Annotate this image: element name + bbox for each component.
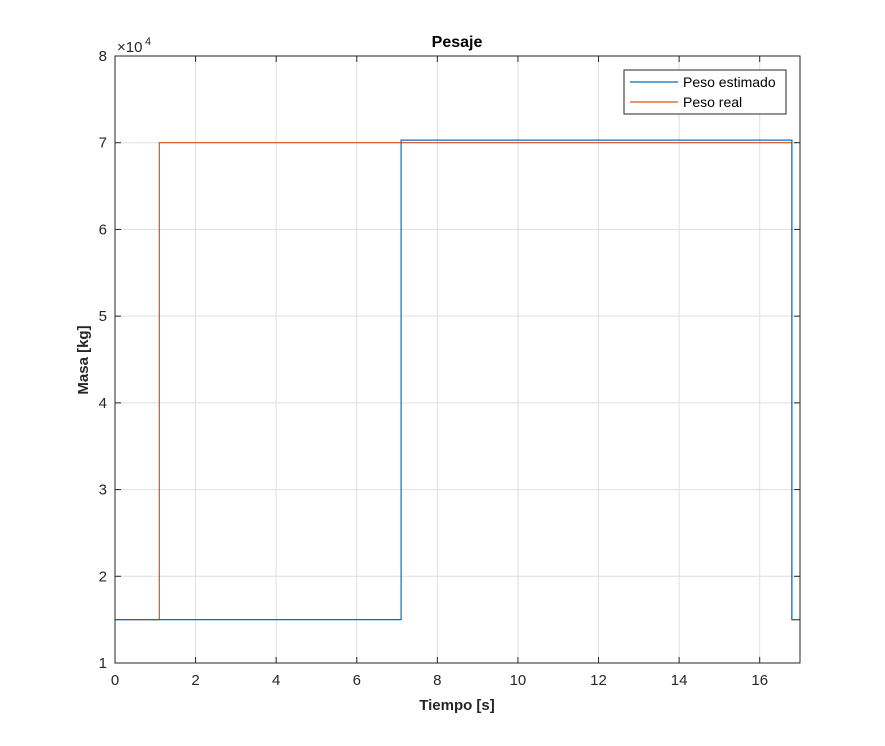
y-tick-label: 2	[99, 568, 107, 585]
x-tick-label: 10	[510, 672, 527, 689]
exponent-base: ×10	[117, 39, 142, 56]
x-tick-label: 4	[272, 672, 280, 689]
series-layer	[115, 139, 800, 621]
y-tick-label: 6	[99, 221, 107, 238]
y-tick-label: 7	[99, 135, 107, 152]
legend-label: Peso real	[683, 94, 742, 110]
y-tick-label: 4	[99, 395, 107, 412]
y-tick-label: 3	[99, 482, 107, 499]
ticks	[114, 55, 800, 664]
exponent-power: 4	[145, 36, 151, 48]
plot-border	[114, 55, 801, 664]
y-tick-label: 1	[99, 655, 107, 672]
x-tick-label: 12	[590, 672, 607, 689]
legend: Peso estimado Peso real	[623, 69, 787, 115]
x-tick-label: 0	[111, 672, 119, 689]
legend-item: Peso estimado	[630, 74, 776, 90]
legend-label: Peso estimado	[683, 74, 776, 90]
y-tick-label: 8	[99, 48, 107, 65]
series-line	[115, 139, 800, 621]
legend-item: Peso real	[630, 94, 742, 110]
x-tick-label: 6	[353, 672, 361, 689]
x-tick-label: 16	[751, 672, 768, 689]
x-tick-label: 14	[671, 672, 688, 689]
chart-title: Pesaje	[432, 34, 483, 51]
y-axis-exponent: ×10 4	[117, 36, 151, 56]
y-axis-label: Masa [kg]	[75, 325, 92, 394]
y-tick-label: 5	[99, 308, 107, 325]
x-axis-label: Tiempo [s]	[419, 697, 495, 714]
x-tick-label: 8	[433, 672, 441, 689]
x-tick-label: 2	[191, 672, 199, 689]
legend-box	[623, 69, 787, 115]
plot-area	[114, 55, 801, 664]
